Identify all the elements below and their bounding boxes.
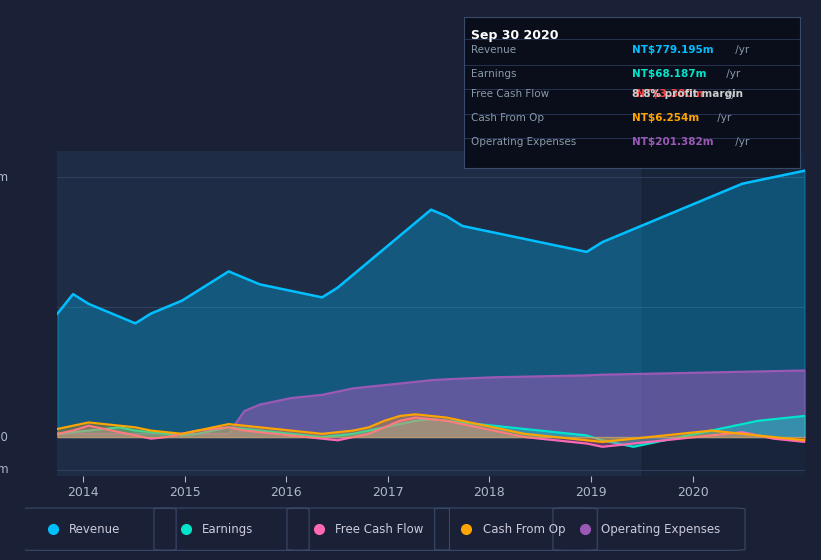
Text: Operating Expenses: Operating Expenses [601, 522, 720, 536]
Text: NT$201.382m: NT$201.382m [632, 137, 713, 147]
Text: Operating Expenses: Operating Expenses [470, 137, 576, 147]
Text: NT$800m: NT$800m [0, 171, 9, 184]
Text: NT$779.195m: NT$779.195m [632, 45, 713, 55]
Text: Earnings: Earnings [202, 522, 254, 536]
Text: NT$6.254m: NT$6.254m [632, 113, 699, 123]
Text: Revenue: Revenue [470, 45, 516, 55]
Text: Revenue: Revenue [69, 522, 121, 536]
Text: Sep 30 2020: Sep 30 2020 [470, 29, 558, 42]
Text: NT$68.187m: NT$68.187m [632, 69, 707, 80]
Text: Cash From Op: Cash From Op [470, 113, 544, 123]
Text: /yr: /yr [732, 137, 750, 147]
Text: NT$0: NT$0 [0, 431, 9, 444]
Text: 8.8% profit margin: 8.8% profit margin [632, 89, 743, 99]
Bar [642, 151, 821, 476]
Text: Free Cash Flow: Free Cash Flow [335, 522, 424, 536]
Text: Cash From Op: Cash From Op [483, 522, 565, 536]
Text: Earnings: Earnings [470, 69, 516, 80]
Text: /yr: /yr [723, 69, 741, 80]
Text: /yr: /yr [714, 113, 732, 123]
Text: Free Cash Flow: Free Cash Flow [470, 89, 548, 99]
Text: -NT$3.300m: -NT$3.300m [632, 89, 704, 99]
Text: /yr: /yr [732, 45, 750, 55]
Text: -NT$100m: -NT$100m [0, 463, 9, 476]
Text: /yr: /yr [723, 89, 741, 99]
